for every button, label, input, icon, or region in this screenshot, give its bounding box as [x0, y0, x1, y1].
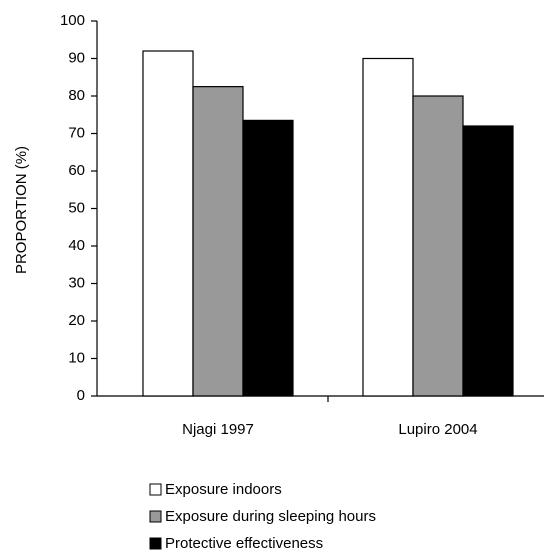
y-tick-label: 50	[68, 199, 85, 216]
y-tick-label: 10	[68, 349, 85, 366]
y-tick-label: 20	[68, 312, 85, 329]
y-axis-label: PROPORTION (%)	[13, 146, 30, 274]
bar	[142, 50, 194, 397]
legend-label: Protective effectiveness	[165, 535, 323, 552]
y-tick-label: 70	[68, 124, 85, 141]
y-tick-label: 90	[68, 49, 85, 66]
y-tick-label: 40	[68, 237, 85, 254]
bar	[192, 86, 244, 397]
legend-swatch	[149, 537, 162, 550]
legend-label: Exposure during sleeping hours	[165, 508, 376, 525]
legend-swatch	[149, 510, 162, 523]
legend-label: Exposure indoors	[165, 481, 282, 498]
x-tick-label: Njagi 1997	[182, 421, 254, 438]
y-tick-label: 0	[77, 387, 85, 404]
bar	[242, 119, 294, 397]
legend-swatch	[149, 483, 162, 496]
bar	[462, 125, 514, 397]
bar	[412, 95, 464, 397]
y-tick-label: 60	[68, 162, 85, 179]
y-tick-label: 100	[60, 12, 85, 29]
y-tick-label: 80	[68, 87, 85, 104]
y-tick-label: 30	[68, 274, 85, 291]
x-tick-label: Lupiro 2004	[398, 421, 477, 438]
bar	[362, 57, 414, 397]
